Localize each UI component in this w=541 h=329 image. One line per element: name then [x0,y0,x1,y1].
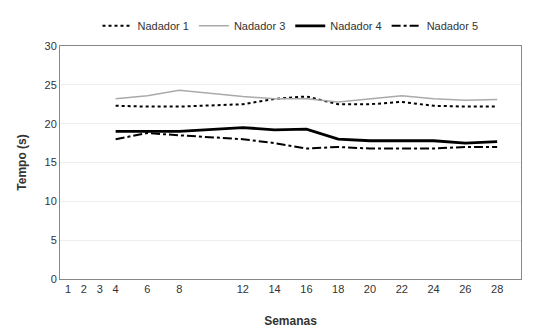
svg-text:24: 24 [427,283,439,295]
svg-text:2: 2 [81,283,87,295]
svg-text:8: 8 [176,283,182,295]
svg-text:Semanas: Semanas [264,314,317,328]
svg-text:Nadador 5: Nadador 5 [427,20,478,32]
svg-text:26: 26 [459,283,471,295]
svg-text:4: 4 [113,283,119,295]
svg-text:1: 1 [65,283,71,295]
svg-text:14: 14 [268,283,280,295]
svg-text:20: 20 [364,283,376,295]
svg-text:6: 6 [144,283,150,295]
svg-text:0: 0 [51,273,57,285]
svg-text:15: 15 [45,156,57,168]
svg-text:10: 10 [45,195,57,207]
svg-text:Tempo (s): Tempo (s) [15,134,29,190]
svg-text:20: 20 [45,118,57,130]
svg-text:25: 25 [45,79,57,91]
svg-text:22: 22 [396,283,408,295]
svg-text:18: 18 [332,283,344,295]
svg-text:5: 5 [51,234,57,246]
svg-text:3: 3 [97,283,103,295]
svg-text:12: 12 [237,283,249,295]
svg-text:Nadador 1: Nadador 1 [138,20,189,32]
svg-text:Nadador 3: Nadador 3 [234,20,285,32]
svg-text:30: 30 [45,40,57,52]
svg-text:16: 16 [300,283,312,295]
svg-text:Nadador 4: Nadador 4 [330,20,381,32]
svg-text:28: 28 [491,283,503,295]
